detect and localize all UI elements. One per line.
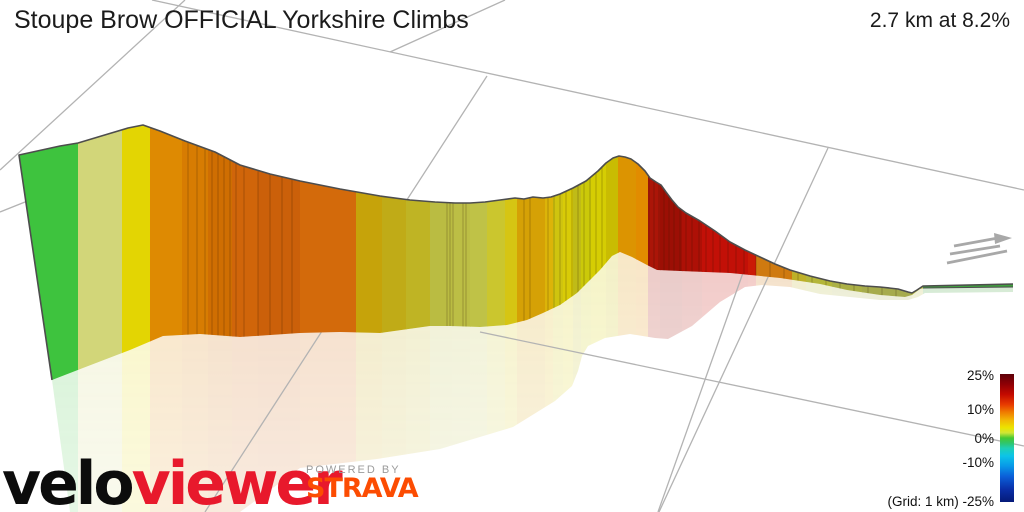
grid-line <box>658 147 829 512</box>
logo-viewer-text: viewer <box>131 449 343 512</box>
grid-line <box>151 0 1024 191</box>
strava-attribution[interactable]: POWERED BY STRAVA <box>306 464 419 504</box>
ribbon-tail-outline <box>922 286 1014 289</box>
north-arrow-icon <box>946 233 1012 265</box>
page-title: Stoupe Brow OFFICIAL Yorkshire Climbs <box>14 6 469 34</box>
veloviewer-logo[interactable]: veloviewer <box>2 454 343 512</box>
legend-label-25: 25% <box>966 368 994 383</box>
grid-line <box>389 0 506 53</box>
legend-label-grid-m25: (Grid: 1 km) -25% <box>887 494 994 509</box>
climb-stats: 2.7 km at 8.2% <box>869 9 1010 32</box>
ribbon-top-outline <box>18 124 1014 381</box>
grid-line <box>657 269 745 512</box>
logo-velo-text: velo <box>2 449 135 512</box>
gradient-legend-bar <box>1000 374 1014 502</box>
legend-label-m10: -10% <box>962 455 994 470</box>
grid-line <box>0 0 186 171</box>
legend-label-10: 10% <box>966 402 994 417</box>
grid-line <box>479 331 1024 447</box>
legend-label-0: 0% <box>974 431 994 446</box>
strava-logo-text: STRAVA <box>306 473 419 504</box>
powered-by-label: POWERED BY <box>306 464 401 476</box>
